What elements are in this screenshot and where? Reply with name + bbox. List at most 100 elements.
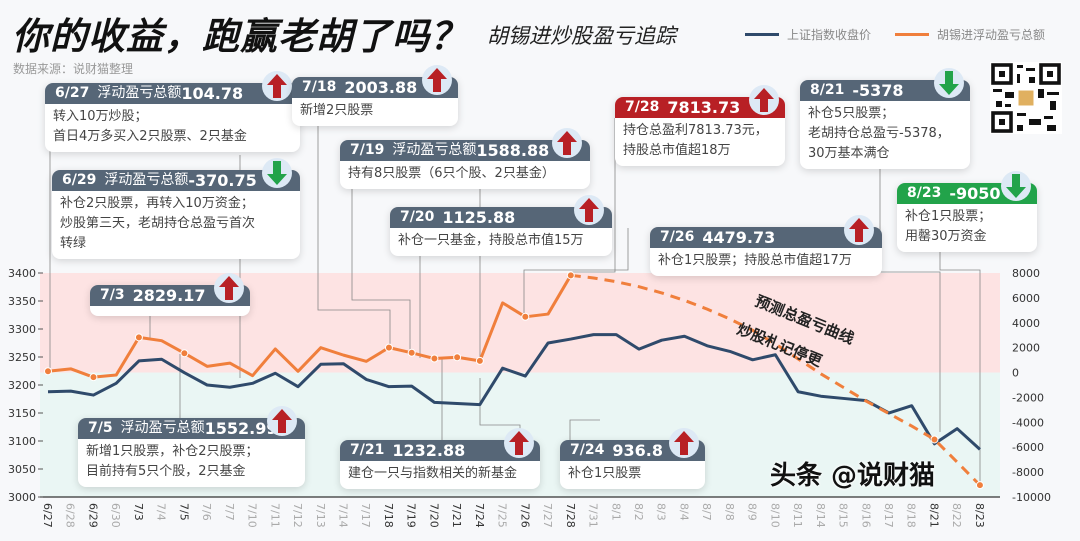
callout-header: 6/29 浮动盈亏总额 -370.75 [52, 170, 300, 191]
callout-date: 7/5 [88, 420, 113, 436]
callout-text: 补仓2只股票，再转入10万资金； [60, 196, 254, 211]
x-tick-label: 7/18 [382, 503, 395, 528]
callout-value: -370.75 [188, 171, 257, 190]
data-source: 数据来源：说财猫整理 [13, 62, 134, 76]
arrow-up-icon [574, 195, 604, 225]
x-tick-label: 8/7 [700, 503, 713, 521]
x-tick-label: 7/25 [496, 503, 509, 528]
legend-item-index: 上证指数收盘价 [745, 26, 871, 43]
x-tick-label: 7/20 [427, 503, 440, 528]
callout-text: 转入10万炒股； [53, 109, 148, 124]
y-left-tick-label: 3100 [8, 435, 36, 448]
callout-body: 转入10万炒股； 首日4万多买入2只股票、2只基金 [45, 104, 300, 152]
pnl-line [47, 274, 573, 379]
callout-text: 新增1只股票，补仓2只股票； [86, 444, 259, 459]
page-subtitle: 胡锡进炒股盈亏追踪 [487, 24, 676, 48]
data-point-7-19 [407, 348, 416, 357]
callout-header: 7/5 浮动盈亏总额 1552.99 [78, 418, 305, 439]
connector-line [571, 118, 616, 273]
callout-body: 建仓一只与指数相关的新基金 [340, 461, 540, 489]
forecast-line [570, 273, 981, 487]
x-tick-label: 7/31 [587, 503, 600, 528]
qr-code [990, 62, 1062, 134]
callout-8-21: 8/21 -5378 补仓5只股票； 老胡持仓总盈亏-5378， 30万基本满仓 [800, 68, 970, 169]
x-tick-label: 7/14 [336, 503, 349, 528]
x-tick-label: 8/21 [927, 503, 940, 528]
callout-value: -9050 [949, 184, 1001, 203]
x-tick-label: 8/18 [905, 503, 918, 528]
y-right-tick-label: 2000 [1012, 342, 1040, 355]
callout-label: 浮动盈亏总额 [392, 142, 477, 158]
arrow-up-icon [214, 273, 244, 303]
y-left-tick-label: 3350 [8, 295, 36, 308]
callout-date: 7/3 [100, 287, 125, 303]
x-tick-label: 7/7 [223, 503, 236, 521]
data-point-7-20 [430, 354, 439, 363]
x-tick-label: 7/24 [473, 503, 486, 528]
callout-header: 7/24 936.8 [560, 440, 705, 461]
callout-text: 持仓总盈利7813.73元， [623, 123, 768, 138]
legend-item-pnl: 胡锡进浮动盈亏总额 [895, 26, 1045, 43]
arrow-up-icon [669, 428, 699, 458]
x-tick-label: 7/19 [405, 503, 418, 528]
data-point-7-5 [180, 349, 189, 358]
callout-date: 7/20 [400, 209, 435, 225]
callout-header: 6/27 浮动盈亏总额 104.78 [45, 83, 300, 104]
callout-value: 936.8 [612, 441, 663, 460]
callout-date: 7/24 [570, 442, 605, 458]
connector-line [569, 419, 600, 440]
callout-text: 目前持有5只个股，2只基金 [86, 464, 246, 479]
callout-value: 1232.88 [392, 441, 466, 460]
callout-value: -5378 [852, 81, 904, 100]
callout-text: 新增2只股票 [300, 103, 374, 118]
callout-body: 持仓总盈利7813.73元， 持股总市值超18万 [615, 118, 785, 166]
callout-value: 7813.73 [667, 98, 741, 117]
page-title: 你的收益，跑赢老胡了吗？ [12, 15, 468, 58]
x-tick-label: 7/17 [359, 503, 372, 528]
callout-7-19: 7/19 浮动盈亏总额 1588.88 持有8只股票（6只个股、2只基金） [340, 128, 590, 189]
watermark: 头条 @说财猫 [770, 461, 936, 491]
callout-text: 补仓1只股票； [905, 209, 992, 224]
callout-7-20: 7/20 1125.88 补仓一只基金，持股总市值15万 [390, 195, 612, 256]
arrow-down-icon [934, 68, 964, 98]
callout-body: 新增1只股票，补仓2只股票； 目前持有5只个股，2只基金 [78, 439, 305, 487]
callout-header: 7/3 2829.17 [90, 285, 250, 306]
x-tick-label: 8/3 [655, 503, 668, 521]
data-point-6-27 [44, 367, 52, 376]
arrow-up-icon [267, 406, 297, 436]
data-point-8-23 [975, 481, 984, 490]
callout-text: 补仓一只基金，持股总市值15万 [398, 233, 584, 248]
x-tick-label: 7/5 [177, 503, 190, 521]
x-tick-label: 8/16 [859, 503, 872, 528]
callout-body: 补仓1只股票；持股总市值超17万 [650, 248, 882, 276]
callout-value: 1552.99 [204, 419, 278, 438]
x-tick-label: 8/11 [791, 503, 804, 528]
callout-date: 7/21 [350, 442, 385, 458]
arrow-up-icon [552, 128, 582, 158]
connector-line [879, 100, 941, 432]
x-tick-label: 8/1 [609, 503, 622, 521]
callout-text: 持股总市值超18万 [623, 143, 731, 158]
x-tick-label: 7/28 [564, 503, 577, 528]
y-right-tick-label: -8000 [1012, 466, 1044, 479]
x-tick-label: 8/10 [768, 503, 781, 528]
callout-label: 浮动盈亏总额 [120, 420, 205, 436]
connector-line [351, 160, 411, 355]
callout-value: 1588.88 [476, 141, 550, 160]
callout-date: 6/29 [62, 172, 97, 188]
x-tick-label: 7/6 [200, 503, 213, 521]
y-right-tick-label: -6000 [1012, 441, 1044, 454]
y-right-tick-label: 4000 [1012, 317, 1040, 330]
callout-7-26: 7/26 4479.73 补仓1只股票；持股总市值超17万 [650, 215, 882, 276]
data-point-7-26 [521, 312, 530, 321]
callout-date: 8/21 [810, 82, 845, 98]
y-right-tick-label: -10000 [1012, 491, 1051, 504]
x-tick-label: 8/4 [677, 503, 690, 521]
x-tick-label: 8/23 [973, 503, 986, 528]
x-tick-label: 6/27 [41, 503, 54, 528]
arrow-down-icon [262, 158, 292, 188]
y-right-tick-label: 0 [1012, 367, 1019, 380]
y-right-tick-label: 6000 [1012, 292, 1040, 305]
callout-text: 用罄30万资金 [905, 229, 987, 244]
x-tick-label: 8/17 [882, 503, 895, 528]
